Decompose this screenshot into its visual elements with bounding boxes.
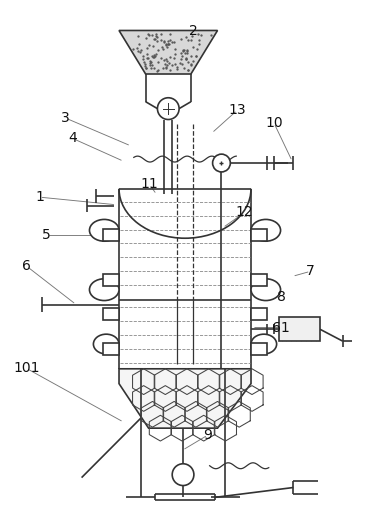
Text: 13: 13 [228,103,246,117]
Polygon shape [251,309,267,321]
Circle shape [212,154,230,172]
Text: 9: 9 [203,428,212,442]
Text: 4: 4 [68,131,77,145]
Text: 11: 11 [141,177,158,191]
Ellipse shape [251,219,280,241]
Circle shape [172,464,194,485]
Polygon shape [251,343,267,355]
Text: 61: 61 [272,321,290,334]
Polygon shape [251,230,267,241]
Ellipse shape [251,334,277,354]
Text: 5: 5 [42,229,51,242]
Text: 8: 8 [277,290,286,304]
Text: 12: 12 [236,205,253,220]
Polygon shape [103,343,119,355]
Polygon shape [251,274,267,286]
Circle shape [157,98,179,119]
Text: 101: 101 [13,361,40,375]
Polygon shape [103,309,119,321]
Text: 3: 3 [61,111,70,125]
Polygon shape [103,230,119,241]
Text: 7: 7 [306,264,315,278]
Ellipse shape [93,334,119,354]
Ellipse shape [89,279,119,300]
Polygon shape [119,369,251,428]
Text: 2: 2 [189,24,198,38]
Text: 10: 10 [265,116,283,130]
Polygon shape [119,31,218,74]
Ellipse shape [251,279,280,300]
Text: 1: 1 [35,190,44,204]
Bar [279,317,320,341]
Polygon shape [103,274,119,286]
Text: 6: 6 [22,259,31,273]
Ellipse shape [89,219,119,241]
